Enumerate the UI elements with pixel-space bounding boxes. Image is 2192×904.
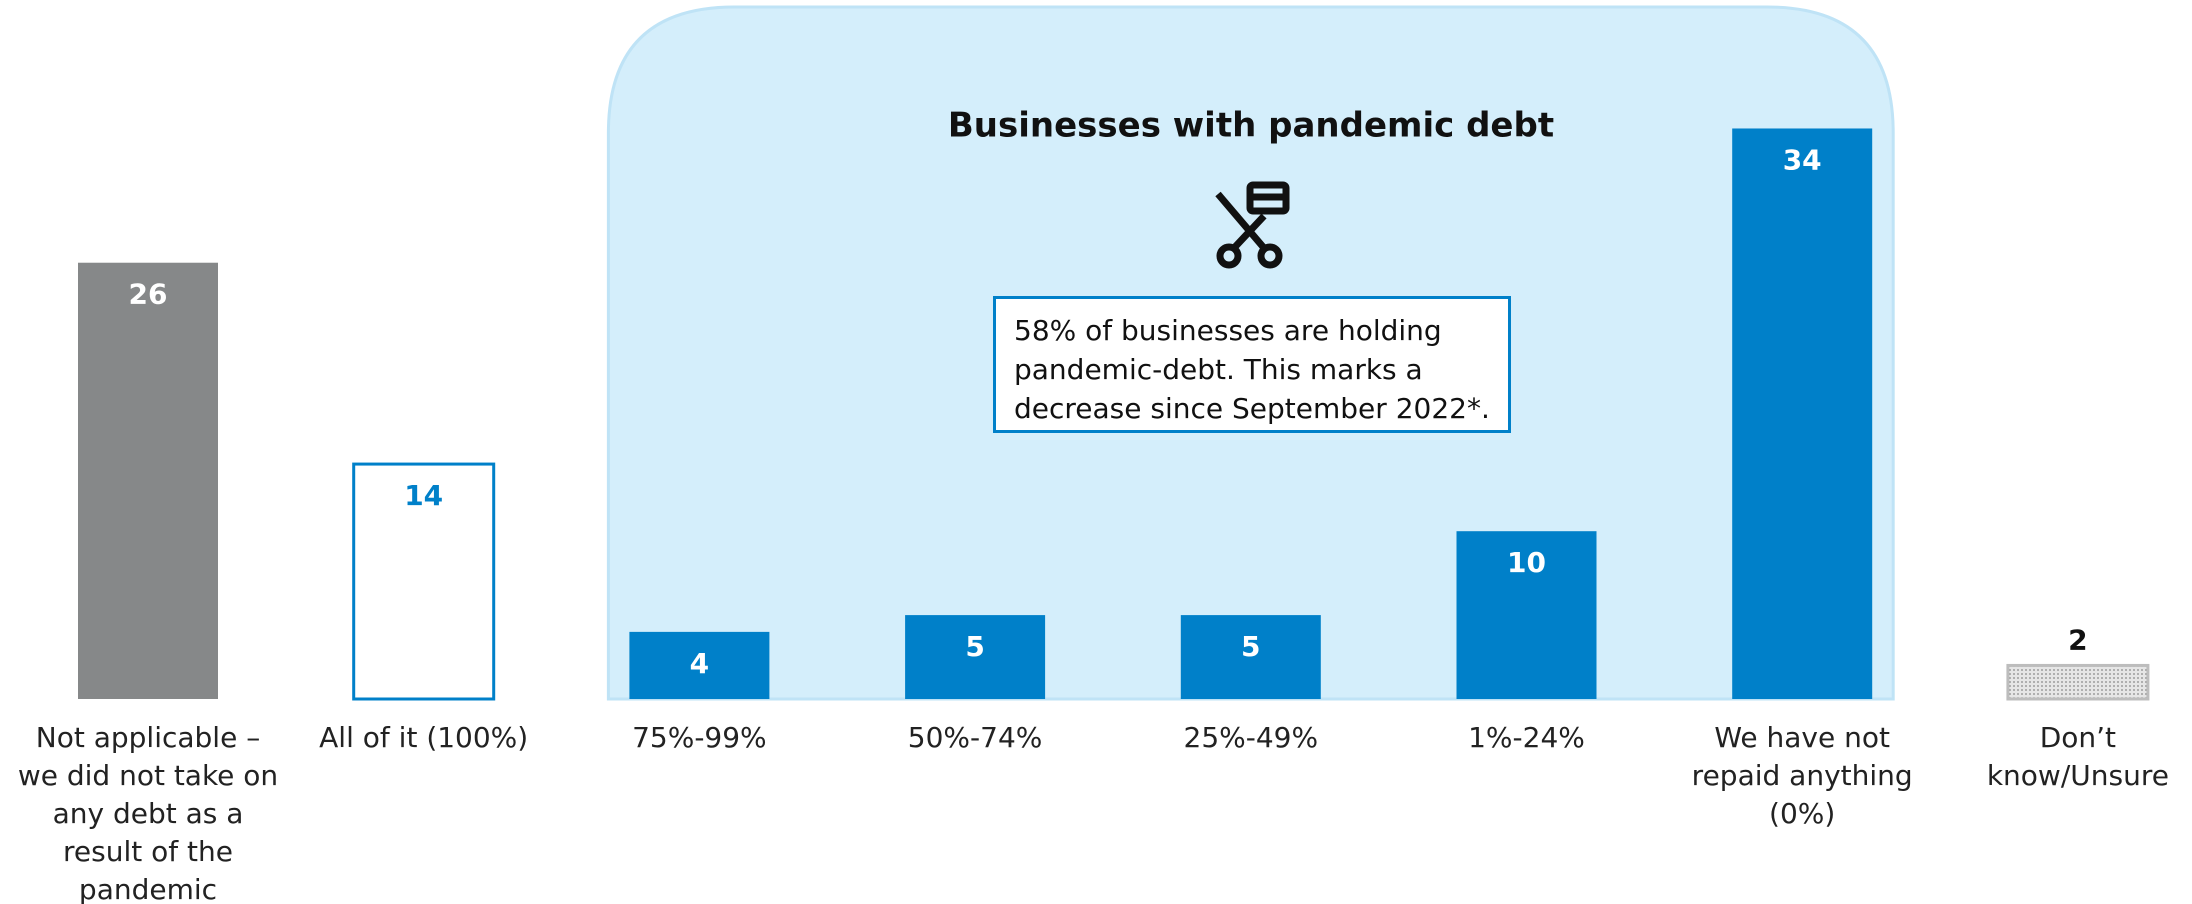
value-label: 4 (690, 647, 709, 680)
value-label: 10 (1507, 546, 1546, 579)
value-label: 2 (2068, 623, 2087, 656)
annotation-box: 58% of businesses are holding pandemic-d… (993, 296, 1511, 433)
x-tick-label: 25%-49% (1183, 721, 1319, 754)
x-tick-label: Not applicable – we did not take on any … (17, 721, 279, 904)
value-label: 5 (1241, 630, 1260, 663)
x-tick-label: 75%-99% (632, 721, 767, 754)
x-tick-label: Don’t know/Unsure (1986, 721, 2169, 792)
bar (629, 631, 770, 699)
chart-title: Businesses with pandemic debt (948, 106, 1554, 146)
value-label: 5 (965, 630, 984, 663)
x-tick-label: 1%-24% (1468, 721, 1585, 754)
x-tick-label: 50%-74% (907, 721, 1043, 754)
bar (352, 462, 496, 701)
bar (2006, 663, 2150, 701)
value-label: 26 (129, 278, 168, 311)
bar (1732, 128, 1873, 700)
x-tick-label: All of it (100%) (319, 721, 529, 754)
value-label: 34 (1783, 143, 1822, 176)
bar (78, 262, 218, 699)
bar (1180, 615, 1321, 699)
value-label: 14 (404, 479, 443, 512)
bar (1456, 531, 1597, 699)
bar (905, 615, 1046, 699)
scissors-icon (1215, 181, 1290, 269)
x-tick-label: We have not repaid anything (0%) (1691, 721, 1913, 830)
